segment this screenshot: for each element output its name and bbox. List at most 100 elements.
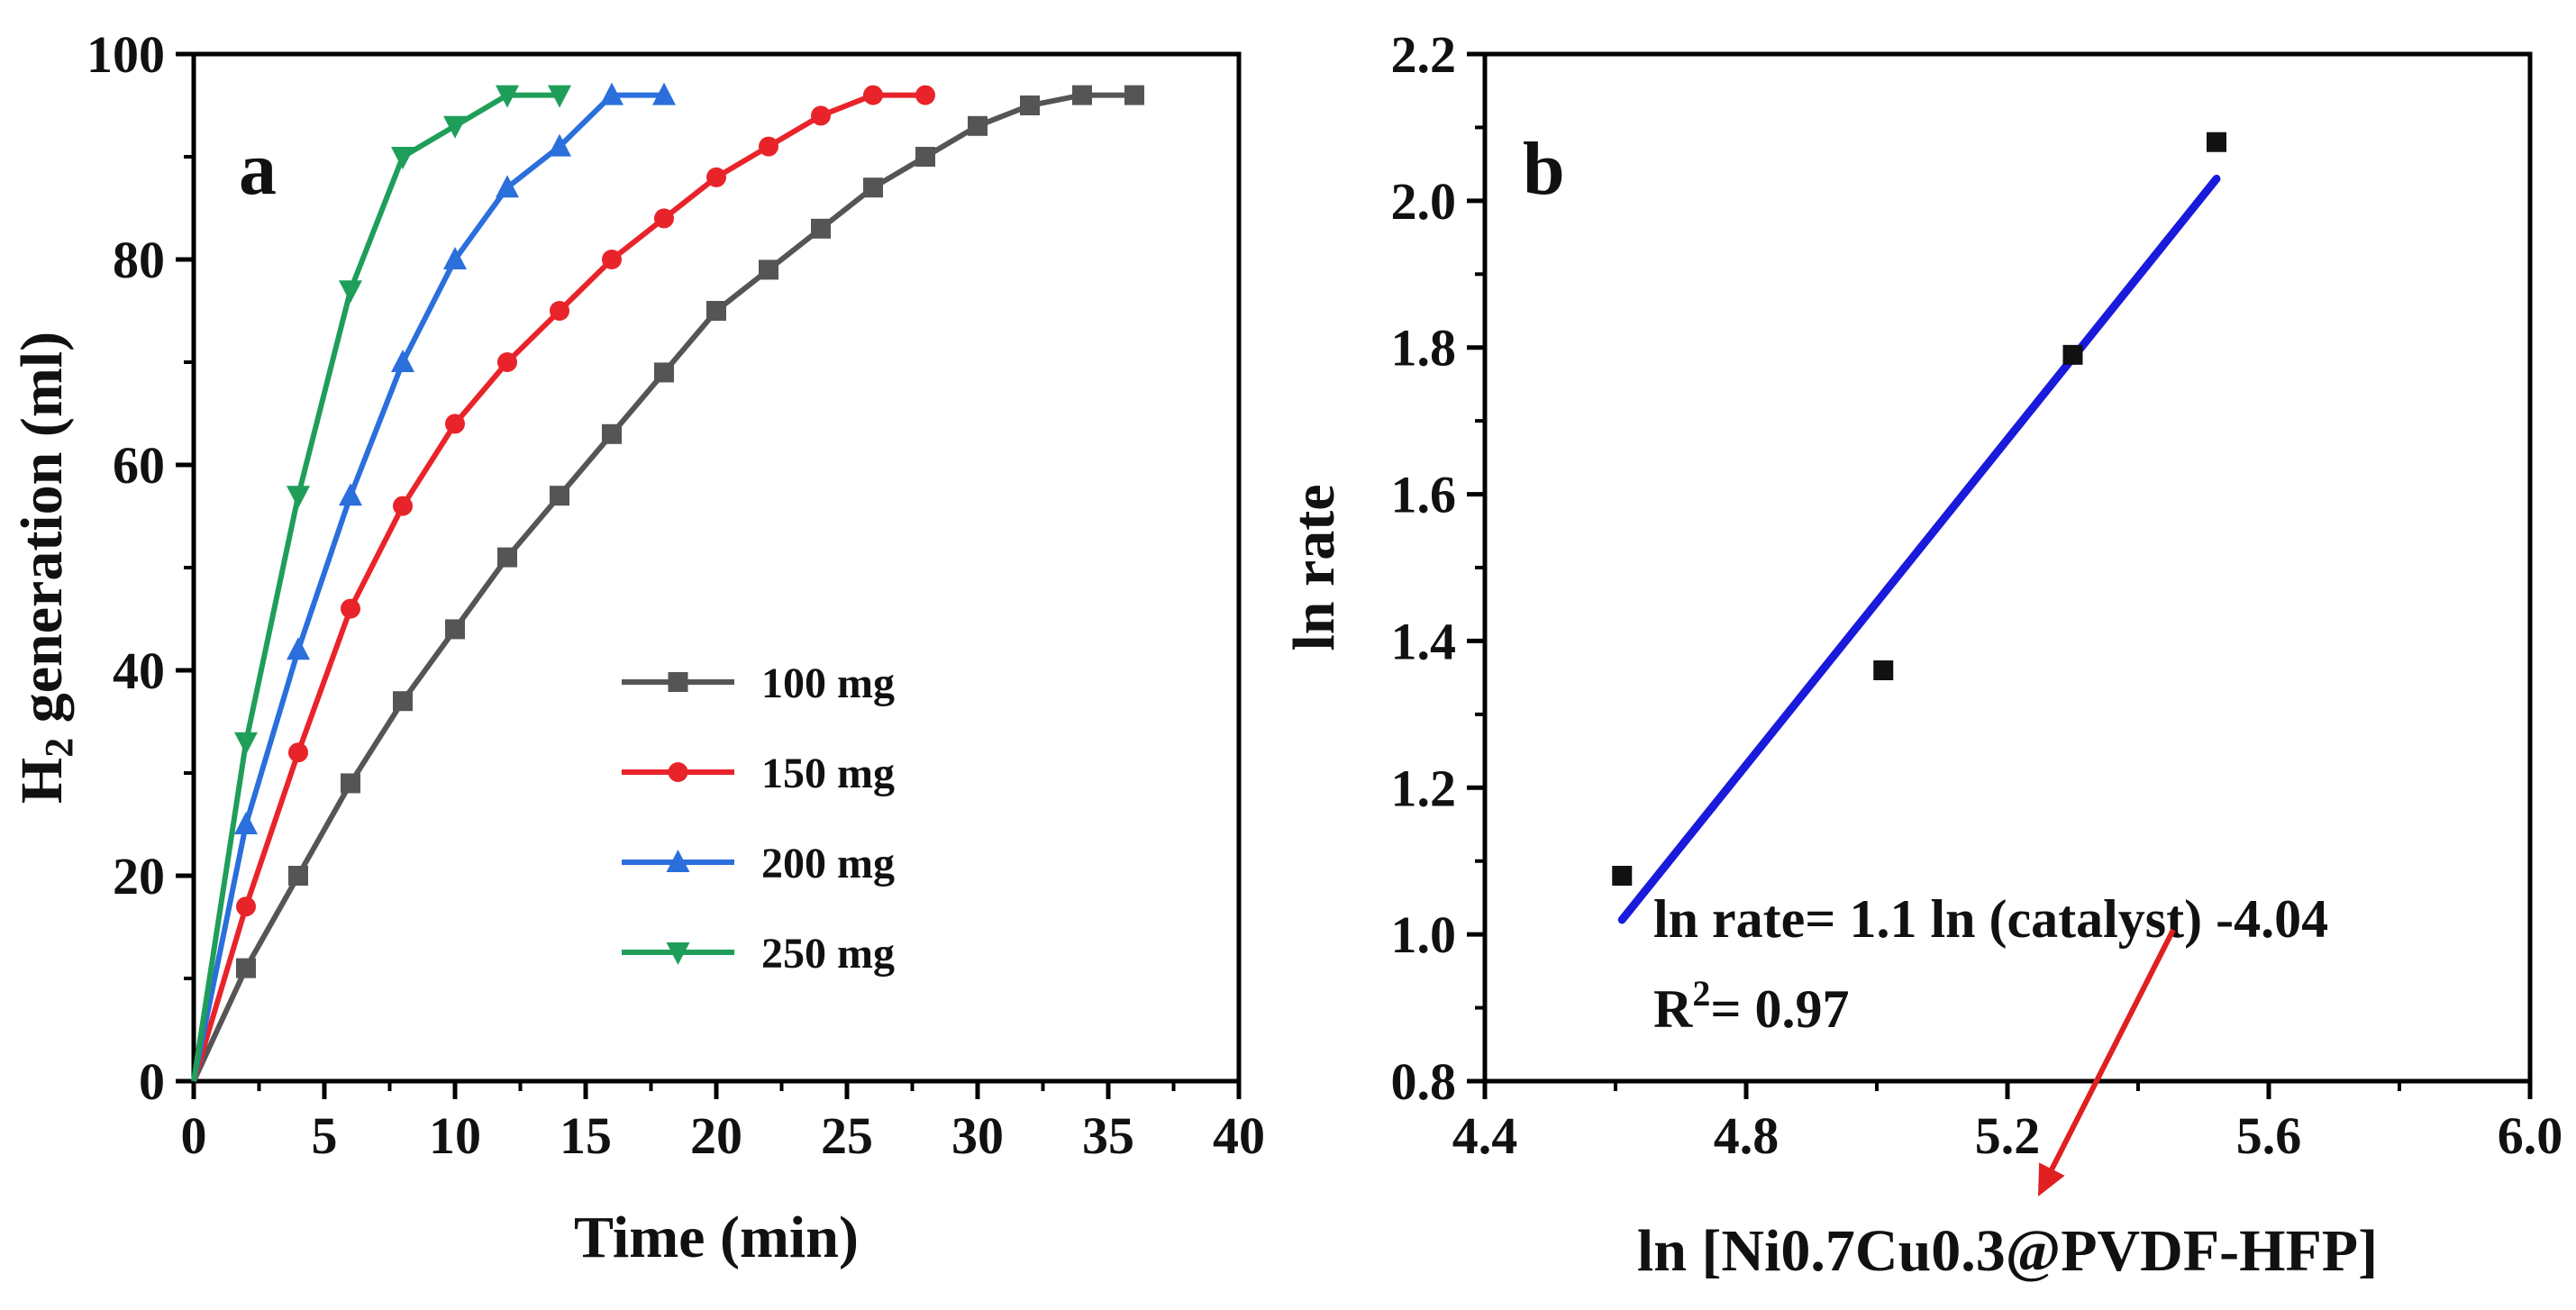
panel-b-r-squared-label: R — [1653, 979, 1693, 1039]
data-point — [445, 414, 465, 434]
data-point — [1020, 96, 1040, 115]
panel-a-x-tick-label: 40 — [1213, 1106, 1265, 1165]
panel-b-y-tick-label: 1.8 — [1391, 319, 1457, 378]
data-point — [391, 147, 414, 169]
series-100-mg — [191, 85, 1144, 1083]
data-point — [393, 496, 413, 516]
legend-marker — [666, 850, 690, 872]
panel-b-x-tick-label: 4.8 — [1714, 1106, 1780, 1165]
data-point — [759, 259, 778, 280]
series-250-mg — [191, 85, 571, 1082]
panel-a-plot-frame — [191, 51, 1242, 1084]
data-point — [236, 958, 256, 978]
data-point — [236, 896, 256, 917]
data-point — [339, 483, 362, 506]
panel-b-y-tick-label: 1.2 — [1391, 759, 1457, 817]
series-line — [191, 92, 1134, 1083]
data-point — [288, 742, 308, 763]
panel-a-x-tick-label: 0 — [181, 1106, 207, 1165]
data-point — [706, 167, 726, 187]
legend-label: 150 mg — [761, 750, 895, 797]
panel-a-y-axis-title-main: H — [9, 758, 75, 804]
panel-a-y-axis-title-subscript: 2 — [37, 738, 81, 758]
data-point — [811, 218, 831, 239]
panel-b-y-tick-label: 1.6 — [1391, 466, 1457, 524]
data-point — [811, 105, 831, 126]
data-point — [915, 147, 935, 167]
series-line — [191, 92, 664, 1082]
legend-entry: 100 mg — [622, 660, 895, 707]
panel-a-y-axis-title: H2 generation (ml) — [9, 332, 81, 804]
panel-b-y-axis-title: ln rate — [1281, 484, 1347, 650]
data-point — [652, 82, 676, 105]
panel-a-series — [191, 82, 1144, 1083]
panel-b-y-tick-label: 2.2 — [1391, 25, 1457, 84]
panel-a-y-tick-label: 100 — [86, 25, 165, 84]
panel-a-x-tick-label: 25 — [821, 1106, 873, 1165]
panel-b-annotation-arrow — [2038, 928, 2176, 1196]
data-point — [654, 208, 674, 229]
series-200-mg — [191, 82, 676, 1082]
data-point — [968, 115, 988, 136]
legend-marker — [666, 942, 690, 965]
data-point — [391, 350, 414, 372]
data-point — [550, 486, 569, 506]
panel-b-x-tick-label: 5.6 — [2236, 1106, 2302, 1165]
data-point — [915, 85, 935, 105]
legend-entry: 150 mg — [622, 750, 895, 797]
data-point — [341, 773, 360, 794]
panel-a-y-tick-label: 80 — [113, 231, 165, 289]
data-point — [496, 85, 519, 108]
panel-a-x-tick-label: 10 — [429, 1106, 481, 1165]
data-point — [234, 812, 258, 834]
data-point — [548, 133, 571, 157]
data-point — [287, 637, 310, 660]
panel-b-r-squared-value: = 0.97 — [1710, 979, 1849, 1039]
data-point — [863, 177, 883, 198]
data-point — [443, 247, 467, 269]
panel-a-x-tick-label: 35 — [1082, 1106, 1134, 1165]
panel-b-y-tick-label: 1.4 — [1391, 612, 1457, 670]
series-line — [191, 92, 560, 1082]
legend-entry: 200 mg — [622, 840, 895, 887]
arrow-shaft — [2043, 928, 2176, 1184]
panel-a-chart: 0 5 10 15 20 25 30 35 40 0 20 40 60 80 100 a 100 mg 150… — [9, 25, 1265, 1270]
data-point — [496, 175, 519, 198]
panel-b-r-squared-superscript: 2 — [1692, 973, 1710, 1014]
panel-a-y-tick-label: 20 — [113, 847, 165, 905]
panel-a-y-tick-label: 0 — [139, 1052, 165, 1111]
data-point — [497, 547, 517, 568]
data-point — [759, 136, 778, 157]
data-point — [339, 280, 362, 304]
data-point — [2207, 132, 2226, 152]
panel-b-r-squared: R2= 0.97 — [1653, 973, 1850, 1039]
panel-b-y-tick-label: 2.0 — [1391, 172, 1457, 231]
arrow-head — [2038, 1162, 2065, 1196]
panel-a-ticks: 0 5 10 15 20 25 30 35 40 0 20 40 60 80 100 — [86, 25, 1265, 1165]
fit-line — [1617, 174, 2221, 924]
data-point — [445, 619, 465, 640]
legend-label: 100 mg — [761, 660, 895, 707]
data-point — [654, 362, 674, 383]
panel-a-x-axis-title: Time (min) — [574, 1205, 859, 1270]
data-point — [234, 732, 258, 755]
data-point — [1124, 85, 1144, 105]
panel-b-equation: ln rate= 1.1 ln (catalyst) -4.04 — [1653, 889, 2328, 949]
data-point — [602, 250, 622, 269]
panel-b-y-tick-label: 0.8 — [1391, 1052, 1457, 1111]
panel-a-legend: 100 mg 150 mg 200 mg 250 mg — [622, 660, 895, 978]
data-point — [287, 486, 310, 509]
data-point — [706, 301, 726, 321]
data-point — [602, 423, 622, 444]
data-point — [600, 82, 624, 105]
legend-label: 250 mg — [761, 930, 895, 978]
panel-b-chart: 4.4 4.8 5.2 5.6 6.00.81.01.21.41.61.82.02.2 … — [1281, 25, 2562, 1284]
panel-a-y-tick-label: 40 — [113, 641, 165, 700]
data-point — [393, 691, 413, 712]
panel-b-label: b — [1523, 127, 1565, 211]
panel-b-x-axis-title: ln [Ni0.7Cu0.3@PVDF-HFP] — [1637, 1218, 2378, 1284]
panel-b-x-tick-label: 6.0 — [2498, 1106, 2563, 1165]
legend-marker — [668, 672, 688, 692]
panel-b-x-tick-label: 5.2 — [1975, 1106, 2041, 1165]
